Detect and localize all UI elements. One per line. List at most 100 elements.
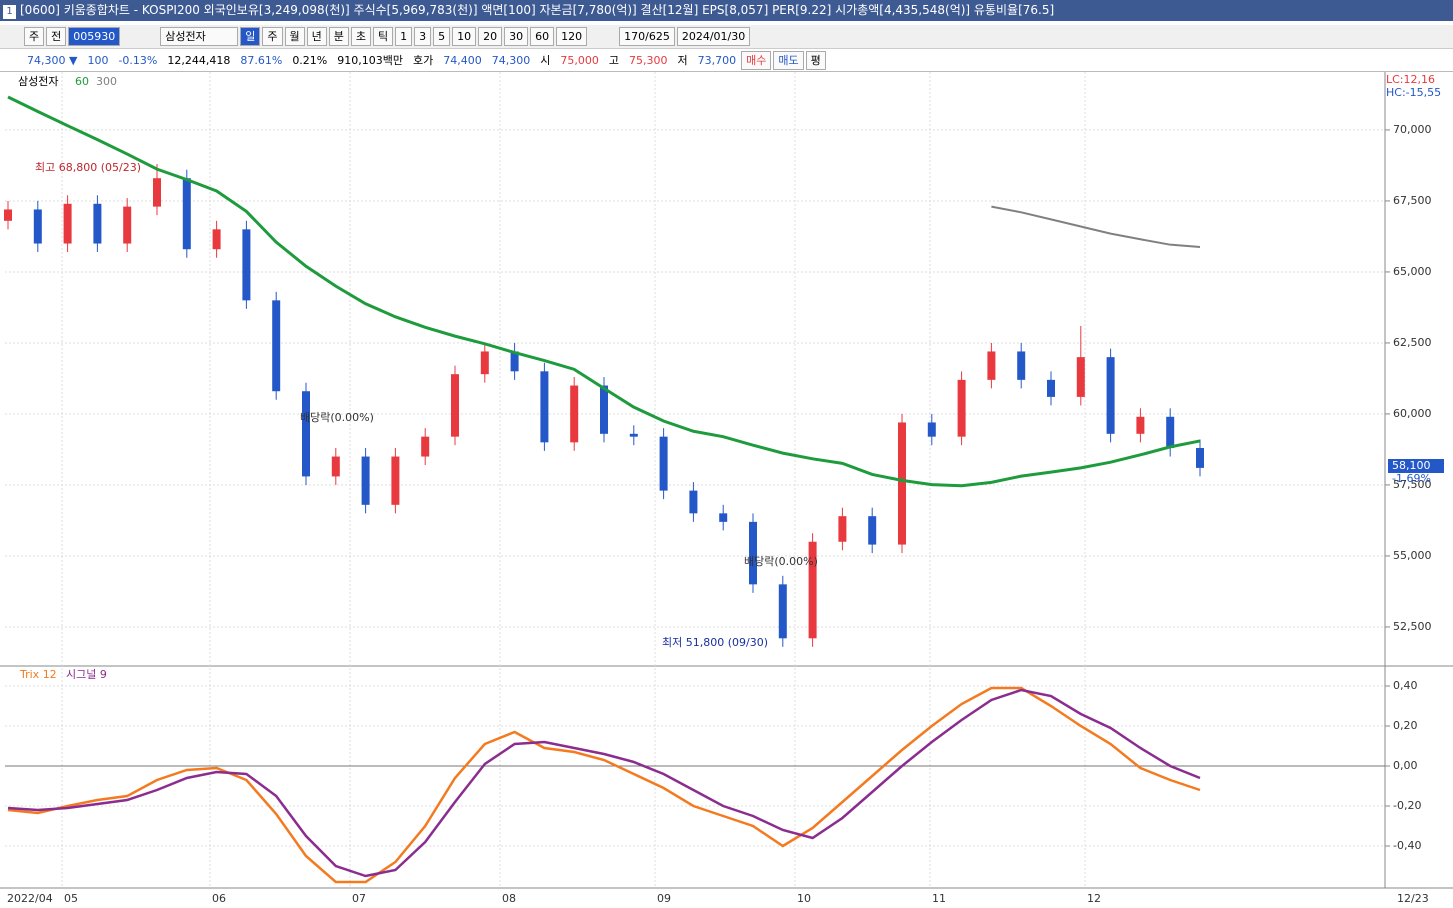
- y-tick-label: 60,000: [1393, 407, 1432, 420]
- candle-body: [242, 229, 251, 301]
- toolbar-button[interactable]: 120: [556, 27, 588, 46]
- candle-body: [510, 351, 519, 372]
- toolbar-button[interactable]: 년: [306, 27, 327, 46]
- x-tick-label: 12/23: [1397, 892, 1429, 905]
- candle-body: [570, 385, 579, 443]
- candle-body: [361, 456, 370, 505]
- toolbar-button[interactable]: 170/625: [619, 27, 675, 46]
- y-tick-label: 62,500: [1393, 336, 1432, 349]
- candle-body: [1017, 351, 1026, 380]
- candle-body: [1047, 379, 1055, 397]
- candle-body: [1106, 357, 1115, 434]
- background: [0, 72, 1453, 908]
- candle-body: [719, 513, 728, 522]
- quote-field: 호가: [413, 54, 434, 67]
- candle-body: [868, 516, 877, 545]
- candle-body: [123, 206, 132, 244]
- y-tick-label: 57,500: [1393, 478, 1432, 491]
- candle-body: [1076, 357, 1085, 397]
- x-tick-label: 05: [64, 892, 78, 905]
- candle-body: [540, 371, 549, 443]
- candle-body: [153, 178, 161, 207]
- toolbar-button[interactable]: 20: [478, 27, 503, 46]
- annotation: 최고 68,800 (05/23): [35, 161, 141, 174]
- quote-field: 12,244,418: [167, 53, 231, 67]
- quote-field[interactable]: 매도: [773, 50, 804, 70]
- title-bar: 1 [0600] 키움종합차트 - KOSPI200 외국인보유[3,249,09…: [0, 0, 1453, 21]
- quote-field: -0.13%: [118, 53, 158, 67]
- toolbar-button[interactable]: 전: [46, 27, 67, 46]
- candle-body: [927, 422, 936, 437]
- toolbar-button[interactable]: 주: [262, 27, 283, 46]
- quote-field: 100: [87, 53, 109, 67]
- candle-body: [659, 436, 668, 491]
- toolbar-button[interactable]: 3: [414, 27, 432, 46]
- x-tick-label: 10: [797, 892, 811, 905]
- candle-body: [838, 516, 847, 542]
- legend-entry: 300: [96, 75, 117, 88]
- candle-body: [272, 300, 281, 392]
- candle-body: [1166, 416, 1175, 449]
- quote-field: 74,400: [443, 53, 482, 67]
- candle-body: [629, 433, 638, 437]
- candle-body: [689, 490, 698, 514]
- toolbar-button[interactable]: 5: [433, 27, 451, 46]
- toolbar-button[interactable]: 005930: [68, 27, 121, 46]
- quote-field[interactable]: 평: [805, 50, 826, 70]
- candle-body: [808, 541, 817, 639]
- x-tick-label: 07: [352, 892, 366, 905]
- lc-label: LC:12,16: [1386, 73, 1435, 86]
- candle-body: [778, 584, 787, 639]
- candle-body: [898, 422, 906, 545]
- toolbar-button[interactable]: 월: [284, 27, 305, 46]
- series-line: [991, 205, 1201, 248]
- series-line: [7, 686, 1201, 884]
- series-line: [7, 95, 1201, 488]
- quote-field: 0.21%: [292, 53, 328, 67]
- legend-entry: 시그널 9: [66, 668, 107, 681]
- y-tick-label: 55,000: [1393, 549, 1432, 562]
- toolbar-button[interactable]: 분: [328, 27, 349, 46]
- toolbar-button[interactable]: 30: [504, 27, 529, 46]
- toolbar-button[interactable]: 1: [395, 27, 413, 46]
- last-change: -1.69%: [1392, 472, 1431, 485]
- series-line: [7, 688, 1201, 878]
- y-tick-label: 0,40: [1393, 679, 1418, 692]
- x-tick-label: 11: [932, 892, 946, 905]
- quote-field: 시: [540, 54, 551, 67]
- toolbar-button[interactable]: 60: [530, 27, 555, 46]
- candle-body: [987, 351, 996, 380]
- x-tick-label: 2022/04: [7, 892, 53, 905]
- candle-body: [302, 391, 310, 477]
- toolbar-button[interactable]: 주: [24, 27, 45, 46]
- y-tick-label: 0,20: [1393, 719, 1418, 732]
- y-tick-label: 65,000: [1393, 265, 1432, 278]
- candle-body: [421, 436, 430, 457]
- toolbar-button[interactable]: 2024/01/30: [676, 27, 751, 46]
- quote-field: 75,000: [560, 53, 599, 67]
- toolbar-button[interactable]: 틱: [373, 27, 394, 46]
- x-tick-label: 12: [1087, 892, 1101, 905]
- candle-body: [212, 229, 221, 250]
- y-tick-label: 70,000: [1393, 123, 1432, 136]
- candle-body: [957, 379, 966, 437]
- y-tick-label: 52,500: [1393, 620, 1432, 633]
- toolbar-button[interactable]: 삼성전자: [160, 27, 239, 46]
- y-tick-label: -0,40: [1393, 839, 1421, 852]
- candle-body: [600, 385, 608, 434]
- annotation: 최저 51,800 (09/30): [662, 636, 768, 649]
- candle-body: [391, 456, 400, 505]
- candle-body: [480, 351, 489, 375]
- y-tick-label: -0,20: [1393, 799, 1421, 812]
- candle-body: [451, 374, 459, 437]
- legend-entry: 60: [75, 75, 89, 88]
- toolbar-button[interactable]: 10: [452, 27, 477, 46]
- toolbar-button[interactable]: 일: [240, 27, 261, 46]
- candle-body: [4, 209, 12, 221]
- x-tick-label: 08: [502, 892, 516, 905]
- candle-body: [749, 521, 757, 585]
- quote-field[interactable]: 매수: [741, 50, 772, 70]
- toolbar-button[interactable]: 초: [350, 27, 371, 46]
- candle-body: [1136, 416, 1145, 434]
- quote-field: 87.61%: [240, 53, 283, 67]
